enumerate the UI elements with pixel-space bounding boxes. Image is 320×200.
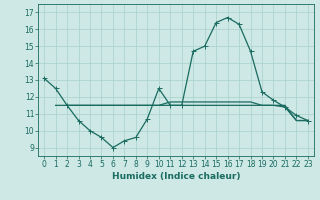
X-axis label: Humidex (Indice chaleur): Humidex (Indice chaleur) <box>112 172 240 181</box>
